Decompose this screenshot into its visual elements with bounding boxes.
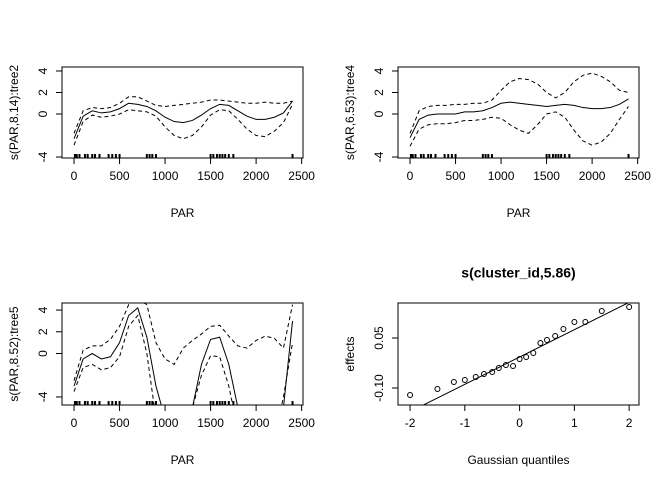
point: [516, 356, 523, 362]
x-axis-label: PAR: [507, 206, 531, 220]
y-axis-label: s(PAR,8.14):tree2: [7, 65, 21, 160]
y-tick-label: 0: [36, 110, 50, 117]
y-axis-label: s(PAR,6.53):tree4: [343, 65, 357, 160]
x-tick-label: 2000: [243, 169, 270, 183]
x-tick-label: 1500: [533, 169, 560, 183]
smooth-line: [73, 96, 293, 134]
x-tick-label: 0: [407, 169, 414, 183]
point: [598, 308, 605, 314]
smooth-line: [73, 100, 293, 139]
smooth-line: [73, 307, 294, 405]
y-axis-label: s(PAR,8.52):tree5: [7, 306, 21, 401]
point: [530, 350, 537, 356]
x-tick-label: 1000: [152, 169, 179, 183]
point: [461, 377, 468, 383]
x-tick-label: 1000: [488, 169, 515, 183]
x-axis-label: Gaussian quantiles: [467, 453, 569, 467]
smooth-line: [409, 72, 629, 134]
x-tick-label: 1500: [197, 169, 224, 183]
smooth-line: [409, 98, 629, 138]
plot-area: [73, 303, 294, 405]
x-tick-label: 0: [516, 416, 523, 430]
point: [502, 362, 509, 368]
point: [582, 319, 589, 325]
y-tick-label: -4: [372, 151, 386, 162]
plot-area: [409, 72, 629, 147]
point: [552, 333, 559, 339]
x-axis-label: PAR: [171, 453, 195, 467]
x-axis-label: PAR: [171, 206, 195, 220]
x-tick-label: 2500: [288, 169, 315, 183]
reference-line: [422, 303, 629, 405]
point: [523, 354, 530, 360]
point: [450, 379, 457, 385]
y-tick-label: 2: [36, 328, 50, 335]
y-tick-label: 4: [372, 67, 386, 74]
x-tick-label: -2: [405, 416, 416, 430]
plot-area: [422, 303, 629, 405]
plot-area: [73, 96, 293, 146]
chart-title: s(cluster_id,5.86): [461, 265, 575, 281]
point: [472, 374, 479, 380]
y-tick-label: 2: [372, 89, 386, 96]
smooth-line: [73, 303, 294, 381]
point: [571, 319, 578, 325]
y-tick-label: 2: [36, 89, 50, 96]
x-tick-label: 2000: [579, 169, 606, 183]
smooth-line: [409, 106, 629, 147]
x-tick-label: 1500: [197, 416, 224, 430]
point: [495, 365, 502, 371]
x-tick-label: 2500: [624, 169, 651, 183]
x-tick-label: 1000: [152, 416, 179, 430]
x-tick-label: 500: [110, 169, 130, 183]
point: [510, 363, 517, 369]
point: [407, 392, 414, 398]
y-tick-label: 0: [36, 350, 50, 357]
y-tick-label: 4: [36, 306, 50, 313]
x-tick-label: 2000: [243, 416, 270, 430]
point: [480, 371, 487, 377]
x-tick-label: 0: [71, 416, 78, 430]
point: [543, 337, 550, 343]
x-tick-label: -1: [459, 416, 470, 430]
plot-box: [397, 66, 640, 159]
x-tick-label: 500: [446, 169, 466, 183]
y-tick-label: 0.05: [372, 326, 386, 350]
x-tick-label: 2500: [288, 416, 315, 430]
x-tick-label: 500: [110, 416, 130, 430]
smooth-line: [73, 104, 293, 146]
x-tick-label: 1: [571, 416, 578, 430]
y-axis-label: effects: [343, 336, 357, 371]
y-tick-label: -0.10: [372, 374, 386, 402]
plot-box: [397, 302, 640, 406]
x-tick-label: 2: [626, 416, 633, 430]
plot-box: [61, 66, 304, 159]
point: [434, 386, 441, 392]
point: [489, 369, 496, 375]
point: [560, 326, 567, 332]
y-tick-label: -4: [36, 391, 50, 402]
y-tick-label: -4: [36, 151, 50, 162]
point: [626, 304, 633, 310]
x-tick-label: 0: [71, 169, 78, 183]
y-tick-label: 0: [372, 110, 386, 117]
point: [537, 340, 544, 346]
smooth-line: [73, 314, 294, 405]
y-tick-label: 4: [36, 67, 50, 74]
plot-box: [61, 302, 304, 406]
